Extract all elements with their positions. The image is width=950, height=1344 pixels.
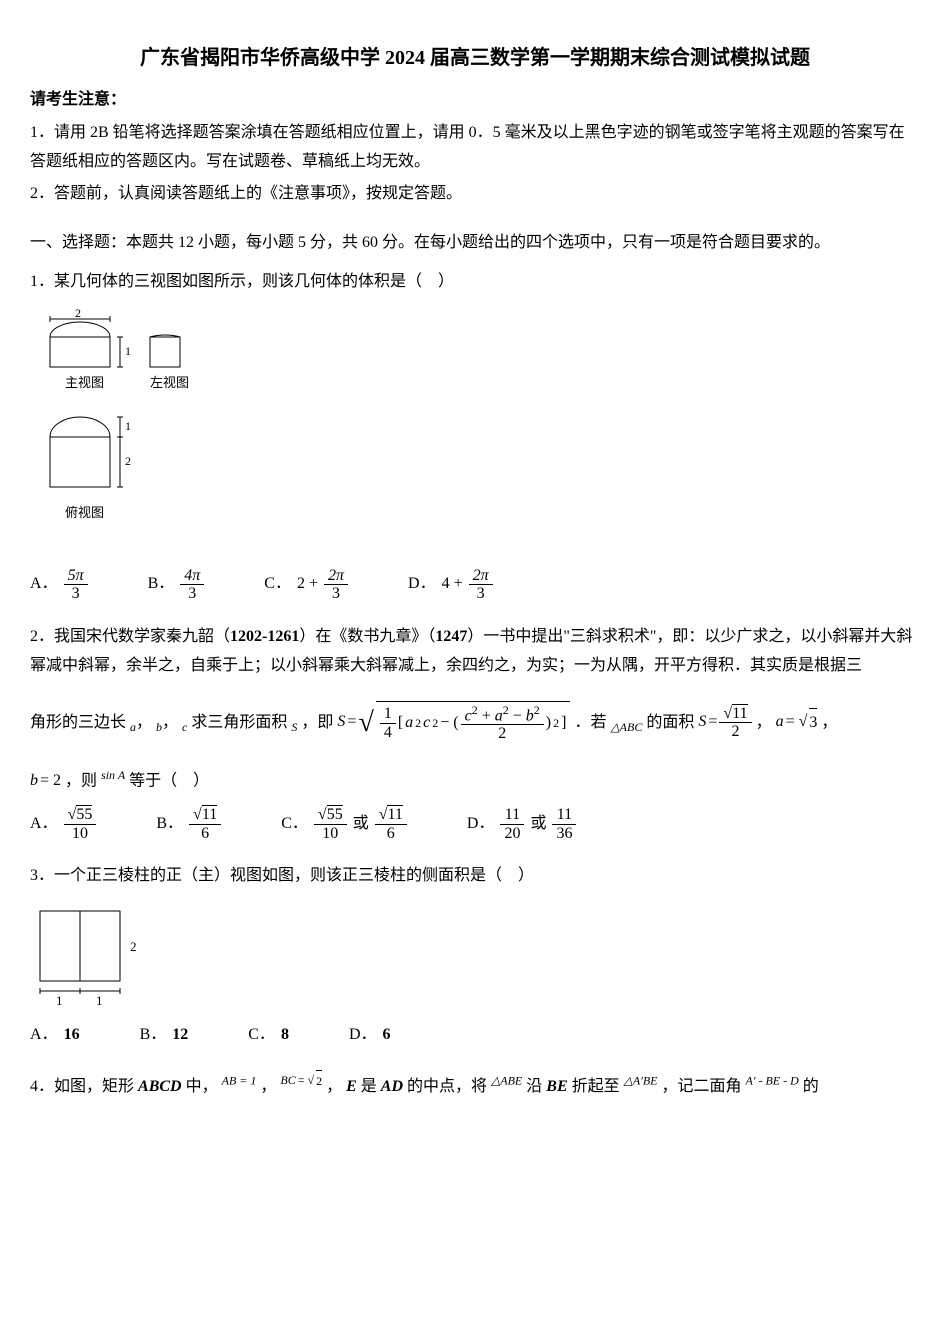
q1-diagram: 2 1 主视图 左视图 bbox=[30, 307, 920, 557]
q2-option-b: B． √11 6 bbox=[156, 806, 221, 842]
q3-stem: 3．一个正三棱柱的正（主）视图如图，则该正三棱柱的侧面积是（ ） bbox=[30, 862, 920, 891]
q1-options: A． 5π 3 B． 4π 3 C． 2 + 2π 3 D． 4 + bbox=[30, 567, 920, 603]
q2-triangle: △ABC bbox=[610, 720, 642, 734]
option-label-b: B． bbox=[156, 810, 183, 839]
q1-option-b: B． 4π 3 bbox=[148, 567, 205, 603]
notice-line-1: 1．请用 2B 铅笔将选择题答案涂填在答题纸相应位置上，请用 0．5 毫米及以上… bbox=[30, 119, 920, 177]
q1-side-label: 左视图 bbox=[150, 375, 189, 390]
q2-stem-line2: 角形的三边长 a， b， c 求三角形面积 S ，即 S = √ 14 [a2c… bbox=[30, 701, 920, 746]
q1-dim-1: 1 bbox=[125, 344, 131, 358]
q2-b-value: b = 2 bbox=[30, 767, 61, 796]
q3-option-b: B． 12 bbox=[140, 1021, 189, 1050]
q1-d-pre: 4 + bbox=[442, 570, 463, 599]
q3-a-val: 16 bbox=[64, 1021, 80, 1050]
q1-dim-2: 2 bbox=[75, 307, 81, 320]
option-label-d: D． bbox=[408, 570, 436, 599]
q1-option-c: C． 2 + 2π 3 bbox=[264, 567, 348, 603]
q1-dim-1b: 1 bbox=[125, 419, 131, 433]
question-4: 4．如图，矩形 ABCD 中， AB = 1 ， BC = √2 ， E 是 A… bbox=[30, 1070, 920, 1102]
q3-diagram: 2 1 1 bbox=[30, 901, 920, 1011]
option-label-a: A． bbox=[30, 570, 58, 599]
q1-d-num: 2π bbox=[469, 567, 493, 586]
q4-AB-eq: AB = 1 bbox=[222, 1073, 257, 1087]
q2-stem-line1: 2．我国宋代数学家秦九韶（1202-1261）在《数书九章》（1247）一书中提… bbox=[30, 623, 920, 681]
q2-stem-line3: b = 2 ，则 sin A 等于（ ） bbox=[30, 765, 920, 796]
option-label-d: D． bbox=[349, 1021, 377, 1050]
q1-a-den: 3 bbox=[64, 585, 88, 603]
question-3: 3．一个正三棱柱的正（主）视图如图，则该正三棱柱的侧面积是（ ） 2 1 1 A… bbox=[30, 862, 920, 1050]
q3-dim-1a: 1 bbox=[56, 993, 63, 1008]
q2-options: A． √55 10 B． √11 6 C． √55 10 或 √11 6 bbox=[30, 806, 920, 842]
q1-option-a: A． 5π 3 bbox=[30, 567, 88, 603]
q1-option-d: D． 4 + 2π 3 bbox=[408, 567, 493, 603]
q2-a-value: a = √3 bbox=[776, 708, 818, 738]
q2-formula: S = √ 14 [a2c2 − ( c2 + a2 − b2 2 )2] bbox=[337, 701, 570, 746]
option-label-a: A． bbox=[30, 810, 58, 839]
option-label-a: A． bbox=[30, 1021, 58, 1050]
q3-options: A． 16 B． 12 C． 8 D． 6 bbox=[30, 1021, 920, 1050]
option-label-c: C． bbox=[248, 1021, 275, 1050]
q1-d-den: 3 bbox=[469, 585, 493, 603]
q2-option-d: D． 11 20 或 11 36 bbox=[467, 806, 577, 842]
option-label-b: B． bbox=[148, 570, 175, 599]
q3-option-a: A． 16 bbox=[30, 1021, 80, 1050]
q4-dihedral: A′ - BE - D bbox=[746, 1073, 799, 1087]
q1-front-label: 主视图 bbox=[65, 375, 104, 390]
q3-option-c: C． 8 bbox=[248, 1021, 289, 1050]
q1-c-num: 2π bbox=[324, 567, 348, 586]
q4-stem: 4．如图，矩形 ABCD 中， AB = 1 ， BC = √2 ， E 是 A… bbox=[30, 1070, 920, 1102]
q1-dim-2b: 2 bbox=[125, 454, 131, 468]
q1-a-num: 5π bbox=[64, 567, 88, 586]
section-1-intro: 一、选择题：本题共 12 小题，每小题 5 分，共 60 分。在每小题给出的四个… bbox=[30, 229, 920, 258]
option-label-b: B． bbox=[140, 1021, 167, 1050]
option-label-c: C． bbox=[281, 810, 308, 839]
q2-option-c: C． √55 10 或 √11 6 bbox=[281, 806, 407, 842]
q2-option-a: A． √55 10 bbox=[30, 806, 96, 842]
q1-b-num: 4π bbox=[180, 567, 204, 586]
q3-b-val: 12 bbox=[172, 1021, 188, 1050]
q3-d-val: 6 bbox=[383, 1021, 391, 1050]
q4-tri1: △ABE bbox=[491, 1073, 522, 1087]
q1-c-den: 3 bbox=[324, 585, 348, 603]
q1-top-label: 俯视图 bbox=[65, 505, 104, 520]
notice-line-2: 2．答题前，认真阅读答题纸上的《注意事项》，按规定答题。 bbox=[30, 180, 920, 209]
q3-dim-1b: 1 bbox=[96, 993, 103, 1008]
q3-c-val: 8 bbox=[281, 1021, 289, 1050]
q4-BC-eq: BC = √2 bbox=[280, 1070, 322, 1093]
q2-sinA: sin A bbox=[101, 768, 125, 782]
question-2: 2．我国宋代数学家秦九韶（1202-1261）在《数书九章》（1247）一书中提… bbox=[30, 623, 920, 842]
notice-heading: 请考生注意： bbox=[30, 86, 920, 115]
q4-tri2: △A′BE bbox=[624, 1073, 658, 1087]
q3-option-d: D． 6 bbox=[349, 1021, 391, 1050]
q1-c-pre: 2 + bbox=[297, 570, 318, 599]
question-1: 1．某几何体的三视图如图所示，则该几何体的体积是（ ） 2 1 主视图 bbox=[30, 268, 920, 603]
option-label-d: D． bbox=[467, 810, 495, 839]
q1-stem: 1．某几何体的三视图如图所示，则该几何体的体积是（ ） bbox=[30, 268, 920, 297]
q3-dim-2: 2 bbox=[130, 939, 137, 954]
q2-S-value: S = √11 2 bbox=[698, 705, 751, 741]
q1-b-den: 3 bbox=[180, 585, 204, 603]
option-label-c: C． bbox=[264, 570, 291, 599]
page-title: 广东省揭阳市华侨高级中学 2024 届高三数学第一学期期末综合测试模拟试题 bbox=[30, 40, 920, 76]
